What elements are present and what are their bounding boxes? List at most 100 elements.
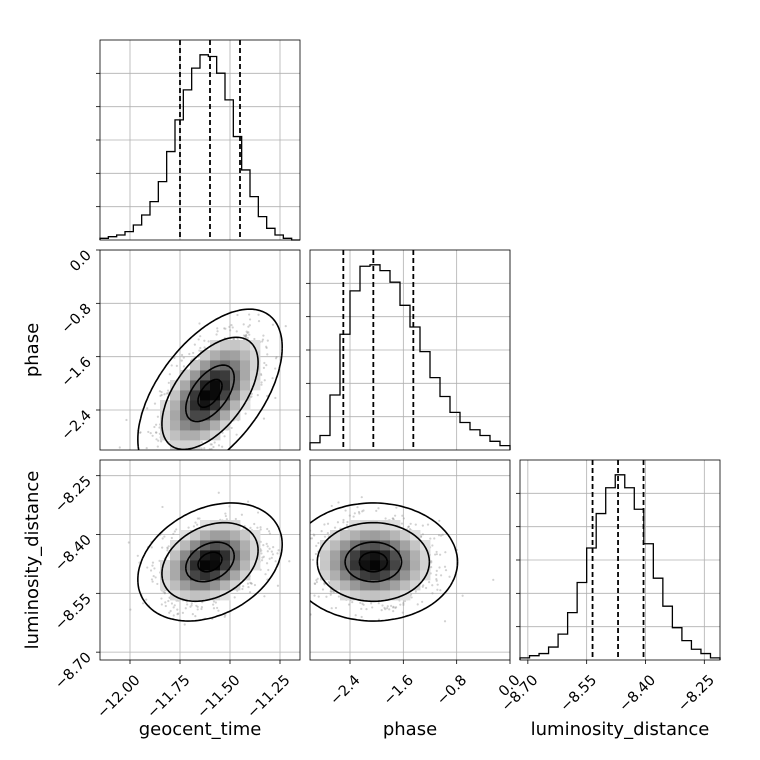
density-cell [200,580,211,591]
sample-point [166,392,169,395]
sample-point [193,343,196,346]
sample-point [224,512,227,515]
sample-point [250,582,253,585]
sample-point [312,533,315,536]
sample-point [242,585,245,588]
sample-point [266,394,269,398]
sample-point [212,607,216,610]
sample-point [196,517,199,520]
density-cell [220,370,231,381]
sample-point [303,546,305,548]
sample-point [264,573,267,576]
sample-point [394,606,398,609]
sample-point [145,446,148,450]
sample-point [274,357,278,360]
density-cell [250,550,261,561]
sample-point [216,606,219,610]
sample-point [321,588,325,591]
sample-point [337,501,340,504]
sample-point [243,334,247,337]
density-cell [320,570,331,581]
sample-point [295,584,297,586]
x-tick-label: −11.25 [244,672,293,721]
density-content [295,460,510,660]
density-cell [230,560,241,571]
sample-point [407,525,410,528]
sample-point [401,514,404,517]
sample-point [424,586,428,590]
contour-line [161,521,259,603]
sample-point [260,559,264,562]
sample-point [390,604,393,608]
sample-point [153,425,156,429]
density-cell [390,540,401,551]
sample-point [262,417,266,420]
sample-point [164,604,167,608]
density-cell [240,550,251,561]
density-cell [210,400,221,411]
sample-point [439,589,442,592]
sample-point [435,550,438,554]
sample-point [246,582,250,585]
sample-point [217,444,221,447]
sample-point [337,595,340,598]
sample-point [416,603,419,606]
density-cell [250,340,261,351]
sample-point [323,523,326,526]
sample-point [186,456,188,458]
sample-point [266,339,269,342]
sample-point [307,577,309,579]
sample-point [253,337,256,341]
density-cell [320,560,331,571]
sample-point [307,552,309,554]
sample-point [168,457,170,459]
sample-point [242,323,245,326]
sample-point [402,603,405,606]
sample-point [245,330,248,333]
sample-point [347,603,351,606]
sample-point [414,523,417,526]
sample-point [231,326,234,329]
density-cell [190,370,201,381]
x-tick-label: −11.75 [144,672,193,721]
sample-point [150,546,153,549]
sample-point [198,451,200,453]
sample-point [172,461,174,463]
sample-point [172,532,175,535]
sample-point [209,443,212,446]
density-cell [220,550,231,561]
sample-point [156,445,159,448]
density-cell [170,440,181,450]
sample-point [173,530,176,533]
sample-point [348,514,351,517]
density-cell [210,380,221,391]
sample-point [198,322,201,325]
sample-point [230,426,233,430]
sample-point [229,329,232,332]
sample-point [435,579,438,582]
density-cell [370,550,381,561]
sample-point [444,551,447,554]
sample-point [151,564,154,567]
density-cell [230,340,241,351]
sample-point [176,608,179,611]
contour-line [184,364,236,423]
contour-line [310,502,459,622]
sample-point [196,523,199,526]
density-cell [160,570,171,581]
density-cell [340,550,351,561]
sample-point [275,355,278,359]
sample-point [182,460,184,462]
sample-point [262,334,265,337]
density-cell [350,560,361,571]
contour-line [161,336,259,450]
sample-point [186,603,189,606]
sample-point [362,603,365,606]
sample-point [223,435,226,438]
sample-point [365,607,368,611]
sample-point [265,345,268,348]
sample-point [155,431,158,434]
x-tick-label: −8.25 [675,672,718,715]
density-cell [170,400,181,411]
density-cell [230,520,241,531]
